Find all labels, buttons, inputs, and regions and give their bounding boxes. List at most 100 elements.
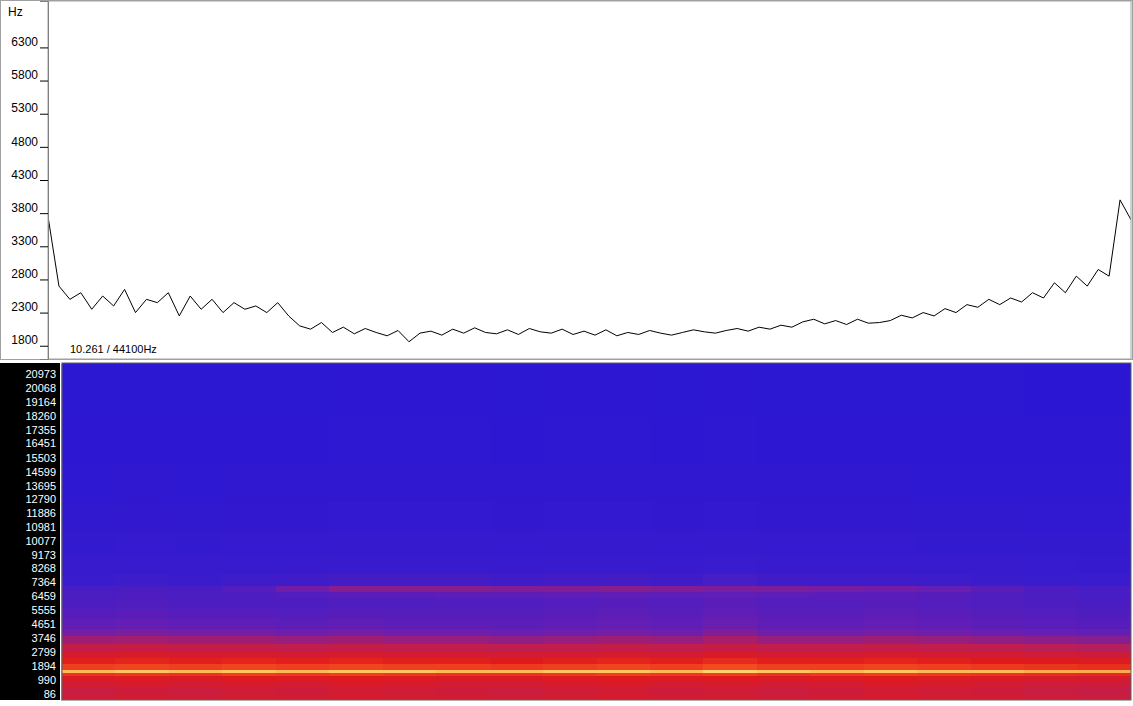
heatmap-cell: [383, 417, 437, 463]
heatmap-cell: [917, 636, 971, 644]
y-tick-label: 4300: [11, 168, 38, 182]
heatmap-cell: [971, 628, 1025, 636]
heatmap-cell: [115, 573, 169, 586]
y-tick-mark: [40, 213, 48, 214]
heatmap-cell: [329, 363, 383, 418]
y-tick-label: 3300: [11, 234, 38, 248]
heatmap-cell: [115, 501, 169, 532]
y-tick-label: 1800: [11, 333, 38, 347]
y-tick: 11886: [26, 507, 61, 519]
heatmap-cell: [1078, 651, 1131, 658]
y-tick-label: 2799: [32, 646, 56, 658]
heatmap-cell: [222, 463, 276, 502]
heatmap-cell: [1024, 694, 1078, 700]
heatmap-cell: [276, 598, 330, 609]
heatmap-cell: [703, 669, 757, 673]
y-axis: 8699018942799374646515555645973648268917…: [25, 364, 61, 701]
heatmap-cell: [917, 672, 971, 676]
heatmap-cell: [436, 672, 490, 676]
heatmap-cell: [810, 694, 864, 700]
heatmap-cell: [650, 669, 704, 673]
heatmap-cell: [810, 682, 864, 689]
heatmap-cell: [436, 598, 490, 609]
heatmap-cell: [329, 585, 383, 592]
heatmap-cell: [703, 417, 757, 463]
heatmap-cell: [436, 585, 490, 592]
y-tick: 5800: [11, 68, 48, 82]
heatmap-cell: [222, 663, 276, 670]
y-tick: 7364: [32, 576, 61, 588]
heatmap-cell: [971, 651, 1025, 658]
heatmap-cell: [971, 532, 1025, 555]
heatmap-cell: [276, 501, 330, 532]
y-tick: 15503: [25, 452, 61, 464]
heatmap-cell: [490, 676, 544, 683]
heatmap-cell: [757, 501, 811, 532]
y-tick-mark: [40, 147, 48, 148]
heatmap-cell: [543, 417, 597, 463]
heatmap-cell: [703, 651, 757, 658]
heatmap-cell: [222, 363, 276, 418]
heatmap-cell: [543, 669, 597, 673]
heatmap-cell: [490, 672, 544, 676]
heatmap-cell: [810, 619, 864, 629]
heatmap-cell: [864, 608, 918, 619]
y-tick-label: 5300: [11, 101, 38, 115]
heatmap-cell: [222, 672, 276, 676]
y-tick: 17355: [25, 424, 61, 436]
heatmap-cell: [597, 573, 651, 586]
heatmap-cell: [490, 694, 544, 700]
heatmap-cell: [810, 636, 864, 644]
heatmap-cell: [810, 591, 864, 598]
heatmap-cell: [276, 532, 330, 555]
heatmap-cell: [62, 688, 116, 695]
heatmap-cell: [1024, 573, 1078, 586]
heatmap-cell: [650, 585, 704, 592]
heatmap-cell: [543, 598, 597, 609]
y-tick-label: 5800: [11, 68, 38, 82]
heatmap-cell: [1078, 591, 1131, 598]
heatmap-cell: [329, 628, 383, 636]
heatmap-cell: [971, 643, 1025, 651]
heatmap-cell: [169, 501, 223, 532]
heatmap-cell: [383, 651, 437, 658]
heatmap-cell: [62, 573, 116, 586]
heatmap-cell: [222, 598, 276, 609]
heatmap-cell: [276, 682, 330, 689]
heatmap-cell: [971, 585, 1025, 592]
chart-root: 1800230028003300380043004800530058006300…: [0, 0, 1133, 706]
heatmap-cell: [169, 619, 223, 629]
y-tick-label: 20068: [25, 382, 56, 394]
heatmap-cell: [543, 694, 597, 700]
heatmap-cell: [810, 669, 864, 673]
y-tick-label: 4800: [11, 135, 38, 149]
heatmap-cell: [115, 608, 169, 619]
heatmap-cell: [650, 657, 704, 664]
y-tick: 3300: [11, 234, 48, 248]
y-tick-label: 13695: [25, 480, 56, 492]
heatmap-cell: [703, 643, 757, 651]
heatmap-cell: [757, 688, 811, 695]
y-tick: 4800: [11, 135, 48, 149]
heatmap-cell: [383, 672, 437, 676]
heatmap-cell: [276, 657, 330, 664]
heatmap-cell: [543, 663, 597, 670]
heatmap-cell: [597, 628, 651, 636]
heatmap-cell: [222, 688, 276, 695]
heatmap-cell: [864, 669, 918, 673]
heatmap-cell: [1024, 608, 1078, 619]
heatmap-cell: [597, 585, 651, 592]
heatmap-cell: [490, 463, 544, 502]
heatmap-cell: [1078, 682, 1131, 689]
heatmap-cell: [1024, 417, 1078, 463]
y-tick-label: 2300: [11, 300, 38, 314]
heatmap-cell: [597, 636, 651, 644]
heatmap-cell: [543, 676, 597, 683]
heatmap-cell: [62, 363, 116, 418]
heatmap-cell: [597, 682, 651, 689]
heatmap-cell: [1024, 555, 1078, 574]
y-tick: 3800: [11, 201, 48, 215]
heatmap-cell: [1024, 672, 1078, 676]
heatmap-cell: [757, 676, 811, 683]
heatmap-cell: [597, 669, 651, 673]
